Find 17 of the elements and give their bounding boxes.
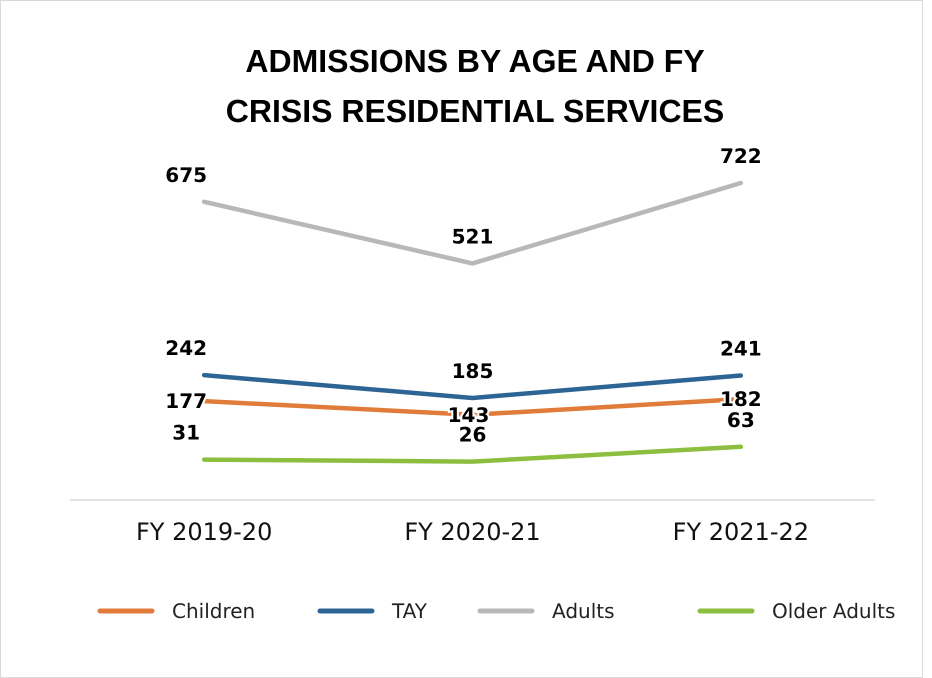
chart-title: ADMISSIONS BY AGE AND FY CRISIS RESIDENTIAL SERVICES	[226, 43, 724, 129]
legend-label: TAY	[391, 599, 428, 623]
legend-label: Older Adults	[772, 599, 896, 623]
legend-label: Children	[172, 599, 256, 623]
legend-label: Adults	[552, 599, 615, 623]
data-label: 185	[452, 358, 494, 383]
data-label: 242	[165, 336, 208, 360]
data-label: 675	[165, 162, 208, 187]
x-tick-label: FY 2021-22	[672, 518, 810, 546]
x-tick-label: FY 2020-21	[404, 518, 541, 546]
data-label: 31	[172, 420, 200, 445]
data-label: 521	[452, 224, 494, 248]
data-label: 722	[720, 144, 762, 168]
data-label: 26	[458, 422, 486, 447]
data-label: 177	[165, 389, 208, 414]
x-tick-label: FY 2019-20	[136, 518, 272, 546]
data-label: 241	[720, 336, 762, 361]
